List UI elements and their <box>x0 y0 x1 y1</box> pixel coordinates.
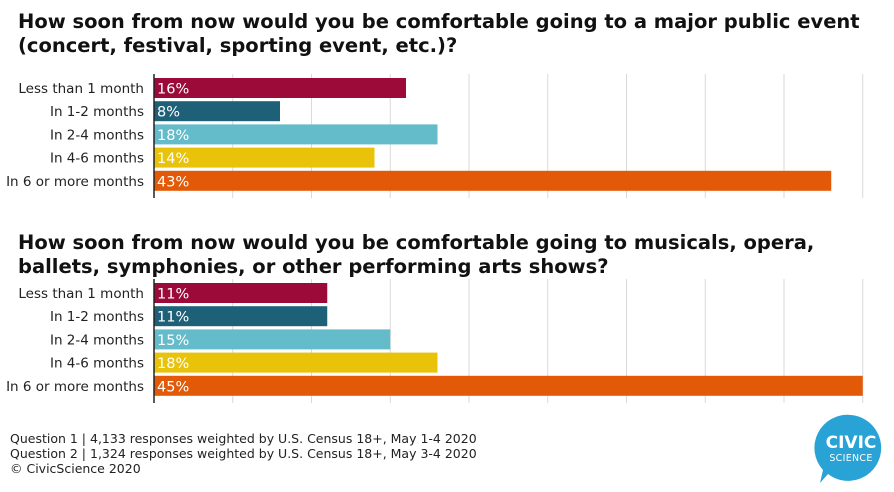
chart-1-title: How soon from now would you be comfortab… <box>18 10 860 57</box>
value-label: 18% <box>157 128 189 144</box>
value-label: 18% <box>157 356 189 372</box>
chart-2-title: How soon from now would you be comfortab… <box>18 231 815 278</box>
category-label: In 1-2 months <box>50 309 144 325</box>
logo-word-civic: CIVIC <box>826 433 877 453</box>
value-label: 43% <box>157 174 189 190</box>
value-label: 14% <box>157 151 189 167</box>
category-label: In 2-4 months <box>50 127 144 143</box>
bar-1-5 <box>154 170 832 191</box>
footer-question-2-note: Question 2 | 1,324 responses weighted by… <box>10 446 477 461</box>
footer-notes: Question 1 | 4,133 responses weighted by… <box>10 431 477 476</box>
value-label: 8% <box>157 105 180 121</box>
civicscience-logo: CIVIC SCIENCE <box>814 414 882 483</box>
category-label: Less than 1 month <box>18 81 144 97</box>
value-label: 16% <box>157 82 189 98</box>
category-label: In 1-2 months <box>50 104 144 120</box>
bar-2-2 <box>154 306 328 327</box>
value-label: 15% <box>157 333 189 349</box>
footer-copyright: © CivicScience 2020 <box>10 461 141 476</box>
footer-question-1-note: Question 1 | 4,133 responses weighted by… <box>10 431 477 446</box>
bar-1-2 <box>154 101 280 122</box>
bar-2-5 <box>154 375 863 396</box>
category-label: In 6 or more months <box>6 174 144 190</box>
value-label: 11% <box>157 310 189 326</box>
chart-1-plot: Less than 1 month 16% In 1-2 months 8% In 2-… <box>6 74 864 198</box>
category-label: In 4-6 months <box>50 356 144 372</box>
bar-1-4 <box>154 147 375 168</box>
bar-2-1 <box>154 283 328 303</box>
bar-2-3 <box>154 329 391 350</box>
category-label: In 6 or more months <box>6 379 144 395</box>
logo-speech-bubble-shape <box>814 414 882 483</box>
value-label: 45% <box>157 379 189 395</box>
bar-1-1 <box>154 78 406 98</box>
category-label: In 4-6 months <box>50 151 144 167</box>
bar-2-4 <box>154 352 438 373</box>
bar-1-3 <box>154 124 438 145</box>
category-label: In 2-4 months <box>50 332 144 348</box>
category-label: Less than 1 month <box>18 286 144 302</box>
chart-2-plot: Less than 1 month 11% In 1-2 months 11% In 2… <box>6 279 864 403</box>
value-label: 11% <box>157 287 189 303</box>
logo-word-science: SCIENCE <box>829 453 872 464</box>
